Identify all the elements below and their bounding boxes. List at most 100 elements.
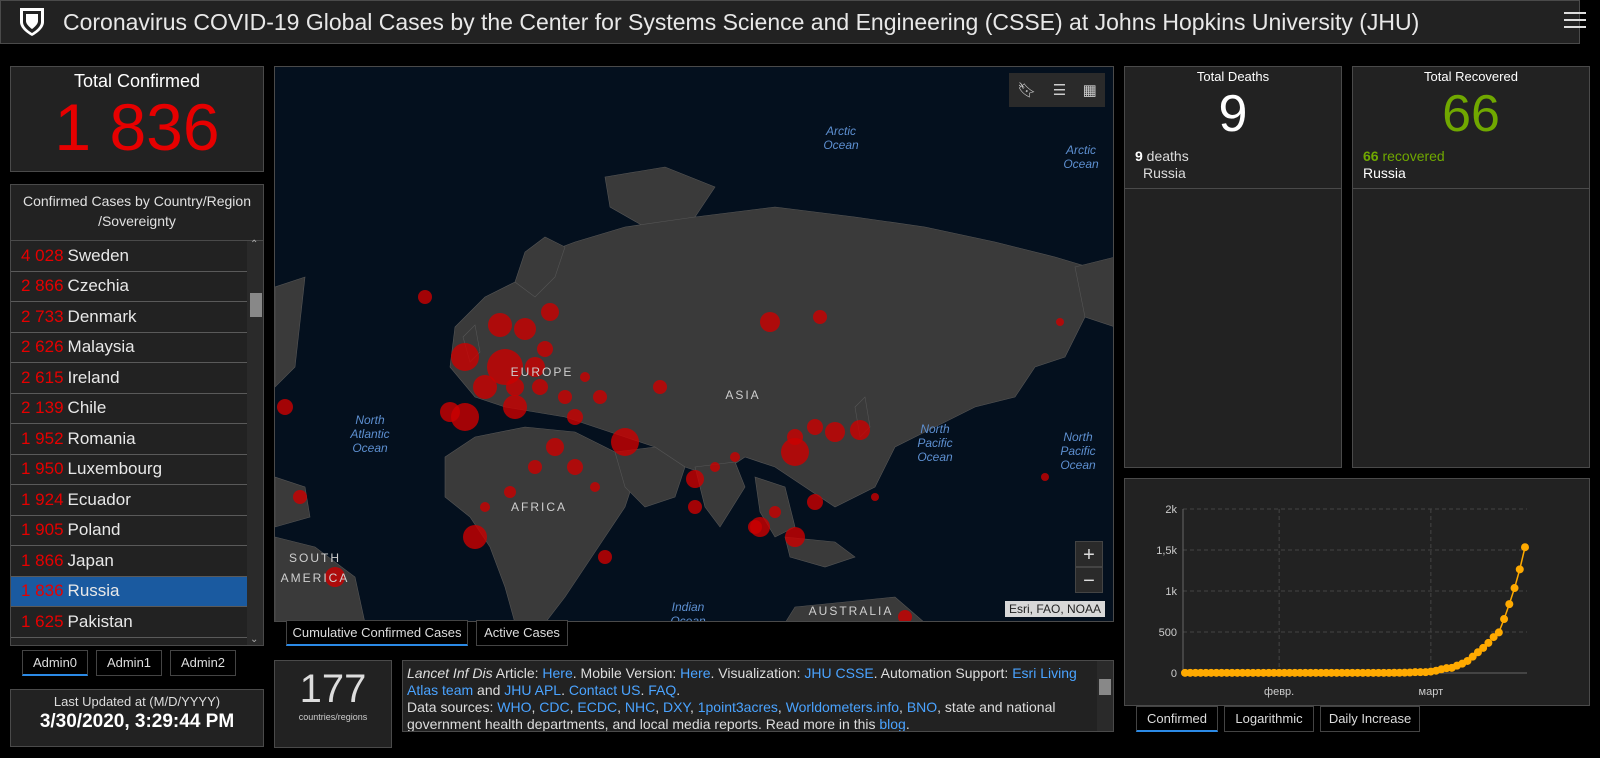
last-updated-value: 3/30/2020, 3:29:44 PM (39, 711, 235, 732)
label-arctic-ocean-1: Arctic Ocean (823, 124, 859, 152)
y-tick-label: 1k (1165, 586, 1177, 598)
info-text-end: . (905, 716, 910, 732)
tab-daily-increase[interactable]: Daily Increase (1320, 706, 1420, 732)
deaths-detail-number: 9 (1135, 148, 1143, 164)
source-link-cdc[interactable]: CDC (539, 699, 570, 715)
info-text-article: Article: (492, 665, 543, 681)
x-tick-label: март (1419, 686, 1444, 698)
country-list-item[interactable]: 1 836 Russia (11, 576, 247, 607)
hamburger-menu-icon[interactable] (1564, 9, 1586, 31)
tab-admin2[interactable]: Admin2 (170, 650, 236, 676)
basemap-gallery-icon[interactable]: ▦ (1082, 82, 1097, 99)
jhu-csse-link[interactable]: JHU CSSE (804, 665, 874, 681)
country-list-item[interactable]: 1 625 Pakistan (11, 607, 247, 638)
country-case-count: 1 905 (21, 520, 64, 540)
country-name: Czechia (67, 276, 129, 296)
tab-logarithmic[interactable]: Logarithmic (1224, 706, 1314, 732)
mobile-version-link[interactable]: Here (680, 665, 711, 681)
bookmark-icon[interactable]: 🔖︎ (1017, 82, 1037, 99)
deaths-detail-word: deaths (1142, 148, 1189, 164)
lancet-label: Lancet Inf Dis (407, 665, 493, 681)
country-list-heading-line1: Confirmed Cases by Country/Region (23, 193, 251, 209)
tab-admin0[interactable]: Admin0 (22, 650, 88, 676)
country-list-item[interactable]: 1 546 Philippines (11, 638, 247, 645)
label-south-america: SOUTH AMERICA (281, 551, 350, 585)
country-list-item[interactable]: 2 139 Chile (11, 394, 247, 424)
country-list-item[interactable]: 1 950 Luxembourg (11, 455, 247, 485)
country-name: Luxembourg (67, 459, 163, 479)
legend-list-icon[interactable]: ☰ (1052, 82, 1067, 99)
data-point (1500, 615, 1509, 624)
last-updated-label: Last Updated at (M/D/YYYY) (53, 694, 221, 709)
blog-link[interactable]: blog (879, 716, 906, 732)
tab-active-cases[interactable]: Active Cases (476, 620, 568, 646)
scrollbar-thumb[interactable] (250, 293, 262, 317)
map-canvas[interactable]: Arctic Ocean Arctic Ocean North Atlantic Oce… (275, 67, 1114, 622)
chart-canvas: 0 500 1k 1,5k 2k февр. март (1156, 504, 1529, 698)
country-list-scrollbar[interactable]: ⌃ ⌄ (247, 239, 263, 645)
country-case-count: 1 546 (21, 642, 64, 645)
article-link[interactable]: Here (542, 665, 573, 681)
map-attribution: Esri, FAO, NOAA (1004, 601, 1105, 617)
data-point (1521, 543, 1529, 552)
country-list-item[interactable]: 1 866 Japan (11, 546, 247, 577)
source-link-nhc[interactable]: NHC (624, 699, 656, 715)
info-text-data-sources: Data sources: (407, 699, 498, 715)
last-updated-panel: Last Updated at (M/D/YYYY) 3/30/2020, 3:… (10, 689, 264, 747)
total-deaths-value: 9 (1218, 85, 1248, 143)
country-case-count: 2 626 (21, 337, 64, 357)
label-europe: EUROPE (511, 365, 574, 379)
scroll-up-icon[interactable]: ⌃ (250, 239, 259, 250)
info-text-sep3: . (676, 682, 681, 698)
source-link-bno[interactable]: BNO (906, 699, 938, 715)
jhu-apl-link[interactable]: JHU APL (504, 682, 562, 698)
app-header: Coronavirus COVID-19 Global Cases by the… (0, 0, 1586, 44)
countries-count-panel: 177 countries/regions (274, 660, 392, 748)
source-link-who[interactable]: WHO (497, 699, 532, 715)
country-list-item[interactable]: 2 615 Ireland (11, 363, 247, 394)
country-name: Ecuador (67, 489, 131, 509)
zoom-in-button[interactable]: + (1075, 541, 1103, 567)
tab-admin1[interactable]: Admin1 (96, 650, 162, 676)
country-list-item[interactable]: 2 733 Denmark (11, 302, 247, 333)
country-case-count: 2 866 (21, 276, 64, 296)
info-text-and: and (473, 682, 505, 698)
label-asia: ASIA (725, 388, 760, 402)
country-list-item[interactable]: 1 924 Ecuador (11, 485, 247, 516)
label-africa: AFRICA (511, 500, 567, 514)
source-link-dxy[interactable]: DXY (662, 699, 690, 715)
info-scrollbar[interactable] (1097, 661, 1113, 731)
country-name: Japan (67, 550, 114, 570)
data-point (1479, 643, 1488, 652)
source-link-1point3acres[interactable]: 1point3acres (697, 699, 778, 715)
faq-link[interactable]: FAQ (648, 682, 677, 698)
total-deaths-panel: Total Deaths 9 9 deaths Russia (1124, 66, 1342, 468)
deaths-detail: 9 deaths Russia (1125, 148, 1341, 182)
data-point (1468, 652, 1477, 661)
scroll-down-icon[interactable]: ⌄ (250, 634, 259, 645)
label-north-pacific-ocean-2: North Pacific Ocean (1060, 430, 1096, 472)
esri-link[interactable]: Esri Living Atlas team (407, 665, 1077, 698)
zoom-out-button[interactable]: − (1075, 567, 1103, 593)
world-map[interactable]: Arctic Ocean Arctic Ocean North Atlantic Oce… (274, 66, 1114, 622)
country-list-item[interactable]: 1 952 Romania (11, 424, 247, 455)
total-recovered-label: Total Recovered (1424, 69, 1518, 84)
data-point (1484, 638, 1493, 647)
y-tick-label: 500 (1159, 627, 1177, 639)
country-case-count: 2 139 (21, 398, 64, 418)
tab-confirmed[interactable]: Confirmed (1136, 706, 1218, 732)
country-list-item[interactable]: 2 866 Czechia (11, 272, 247, 302)
info-scrollbar-thumb[interactable] (1099, 679, 1111, 695)
country-list-item[interactable]: 4 028 Sweden (11, 241, 247, 272)
info-text: Lancet Inf Dis Article: Here. Mobile Ver… (407, 665, 1077, 732)
source-link-ecdc[interactable]: ECDC (577, 699, 618, 715)
deaths-detail-country: Russia (1143, 165, 1186, 181)
total-recovered-value: 66 (1442, 85, 1500, 143)
contact-us-link[interactable]: Contact US (568, 682, 641, 698)
country-name: Pakistan (67, 611, 133, 631)
tab-cumulative-confirmed-cases[interactable]: Cumulative Confirmed Cases (286, 620, 468, 646)
country-list-item[interactable]: 2 626 Malaysia (11, 333, 247, 363)
country-list-item[interactable]: 1 905 Poland (11, 516, 247, 546)
source-link-worldometers[interactable]: Worldometers.info (785, 699, 900, 715)
data-point (1505, 600, 1514, 609)
